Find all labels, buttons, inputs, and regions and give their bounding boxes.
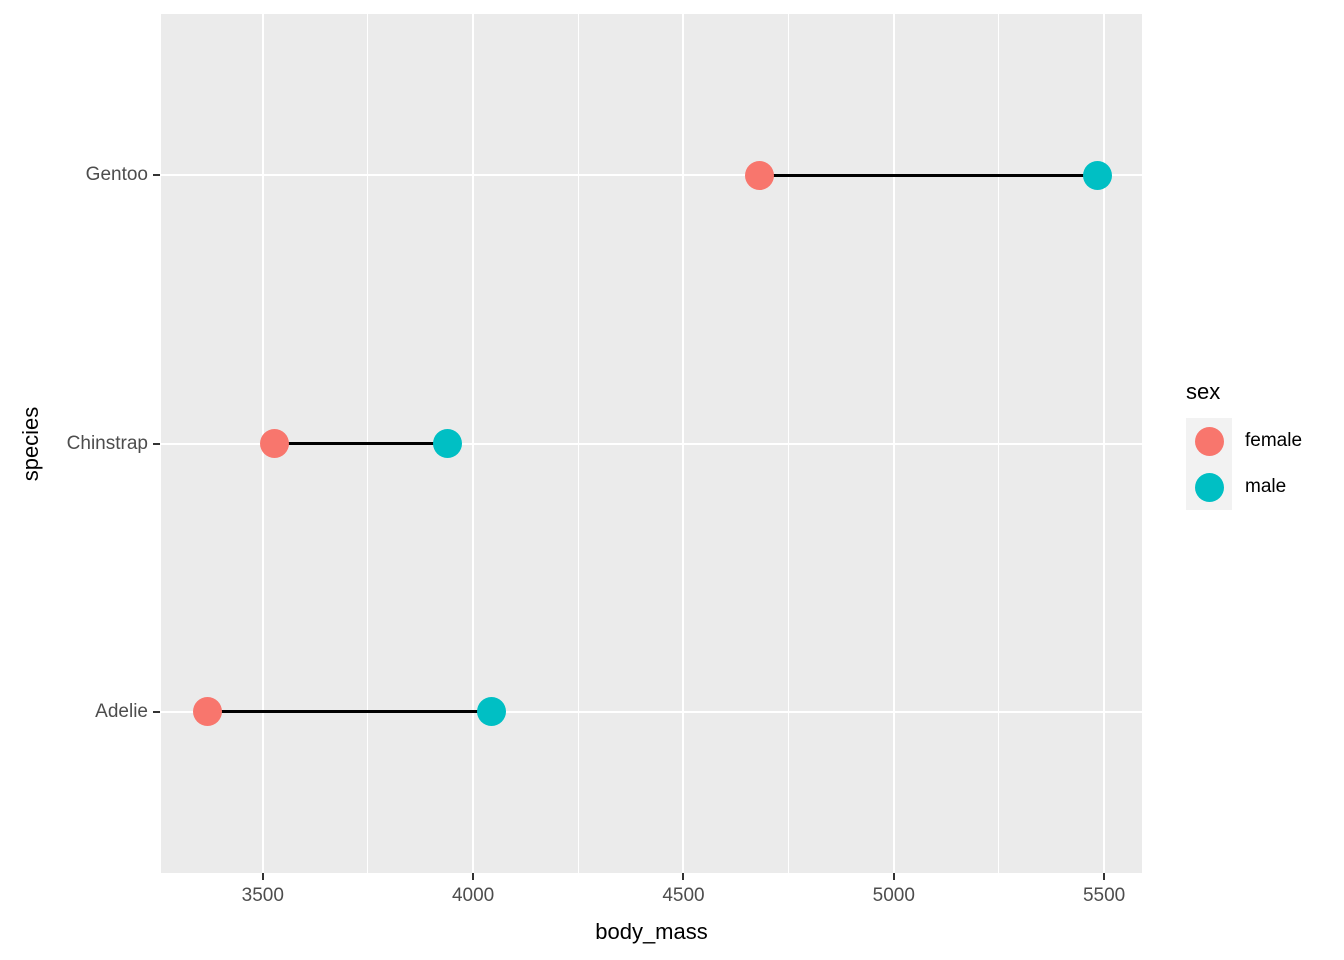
x-axis-tick-label: 4000 xyxy=(451,885,495,906)
point-male-adelie xyxy=(477,697,507,727)
point-female-chinstrap xyxy=(259,429,289,458)
y-axis-title: species xyxy=(18,406,43,481)
y-axis-tick-mark xyxy=(153,710,160,713)
legend-label-male: male xyxy=(1245,476,1287,497)
legend-point-male xyxy=(1194,472,1224,502)
y-axis-tick-mark xyxy=(153,442,160,445)
legend-key-male xyxy=(1186,464,1232,510)
connector-segment-gentoo xyxy=(759,173,1098,177)
legend-point-female xyxy=(1194,426,1224,456)
gridline-horizontal-major xyxy=(161,710,1142,713)
x-axis-tick-mark xyxy=(472,873,475,880)
connector-segment-adelie xyxy=(207,710,492,714)
legend-key-female xyxy=(1186,418,1232,464)
x-axis-tick-label: 5000 xyxy=(872,885,915,906)
gridline-horizontal-major xyxy=(161,442,1142,445)
y-axis-tick-label: Gentoo xyxy=(85,164,148,186)
legend-title: sex xyxy=(1186,379,1221,404)
gridline-horizontal-major xyxy=(161,174,1142,177)
legend-label-female: female xyxy=(1245,430,1303,451)
y-axis-tick-label: Adelie xyxy=(95,700,148,722)
x-axis-title: body_mass xyxy=(595,919,708,944)
point-male-chinstrap xyxy=(432,429,462,458)
y-axis-tick-mark xyxy=(153,174,160,177)
point-male-gentoo xyxy=(1083,160,1113,190)
x-axis-tick-mark xyxy=(892,873,895,880)
x-axis-tick-mark xyxy=(682,873,685,880)
x-axis-tick-mark xyxy=(1103,873,1106,880)
x-axis-tick-label: 3500 xyxy=(241,885,284,906)
connector-segment-chinstrap xyxy=(274,442,448,445)
x-axis-tick-mark xyxy=(261,873,264,880)
x-axis-tick-label: 5500 xyxy=(1082,885,1126,906)
y-axis-tick-label: Chinstrap xyxy=(66,432,148,454)
point-female-gentoo xyxy=(744,160,774,190)
x-axis-tick-label: 4500 xyxy=(662,885,705,906)
point-female-adelie xyxy=(193,697,223,727)
